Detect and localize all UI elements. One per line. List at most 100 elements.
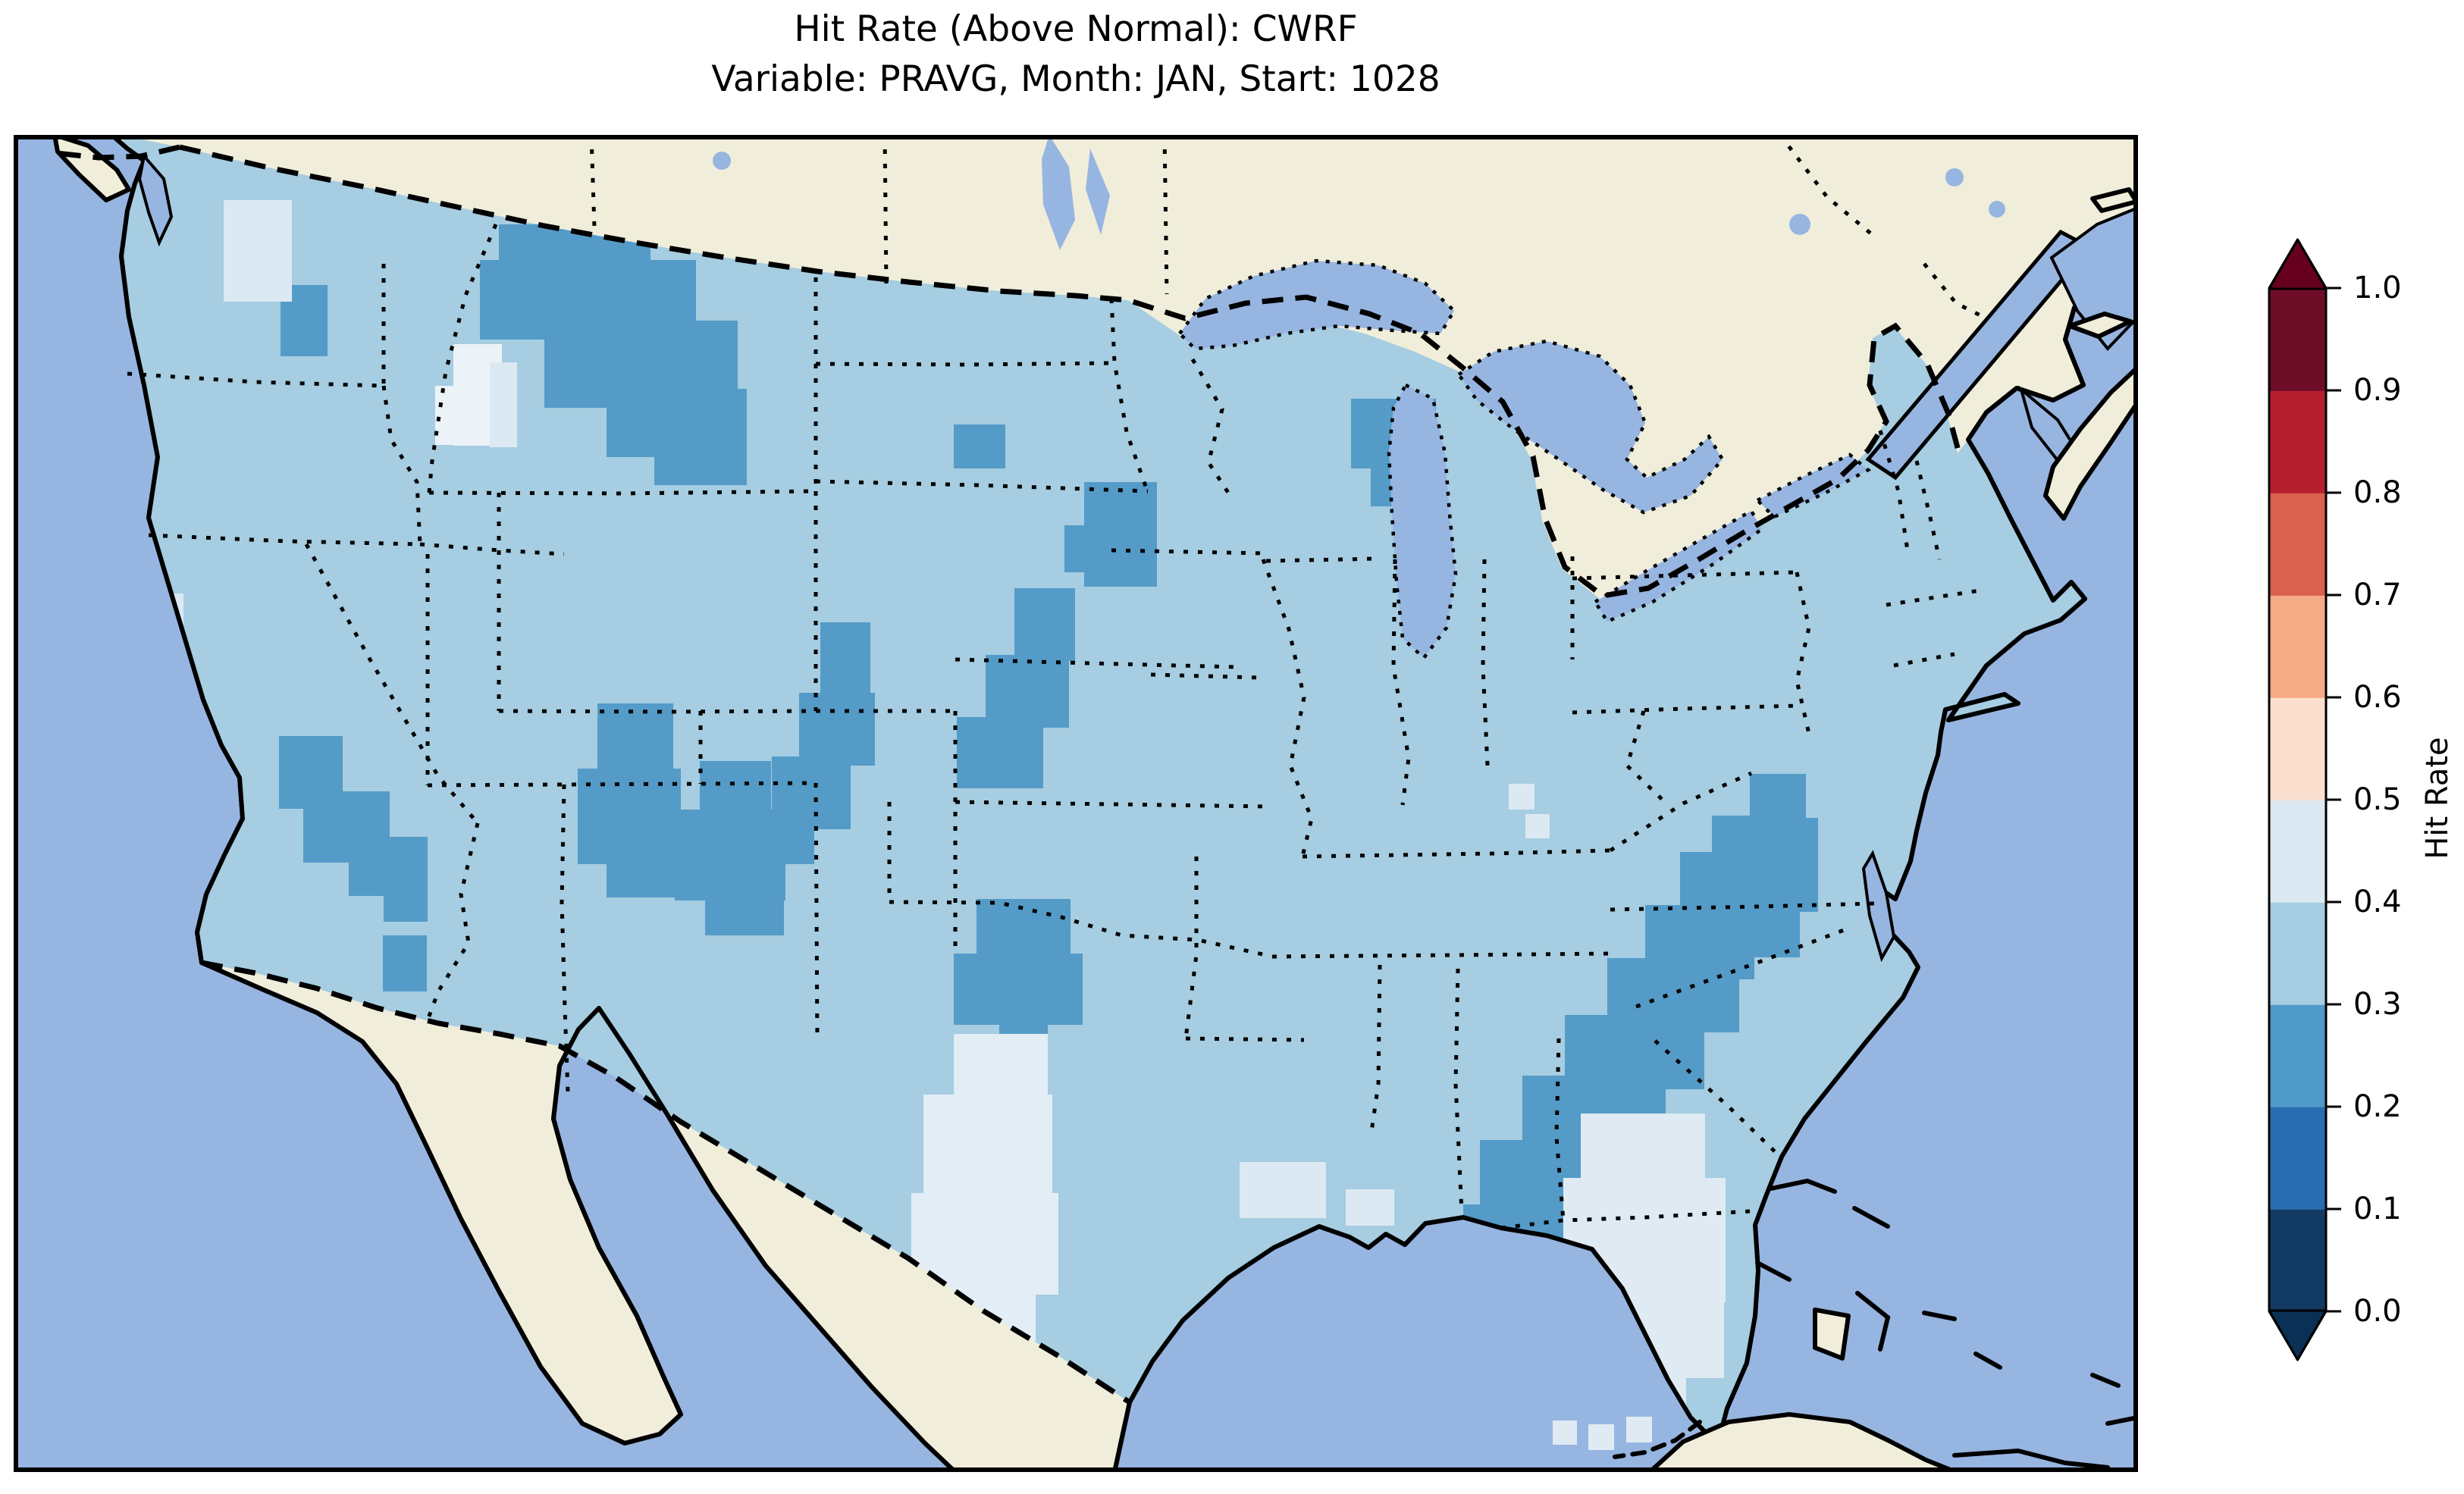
patch-cell (1766, 818, 1818, 912)
colorbar-segment-0.8-0.9 (2269, 390, 2326, 493)
state-border-line (1185, 1036, 1305, 1042)
us-canada-border (179, 144, 1962, 599)
colorbar-segment-0.1-0.2 (2269, 1107, 2326, 1210)
colorbar-tick-label: 0.0 (2353, 1294, 2402, 1329)
patch-cell (1588, 1424, 1614, 1450)
state-border-line (1554, 1038, 1566, 1221)
bahamas-chain (1852, 1206, 1890, 1229)
patch-cell (954, 954, 1083, 1025)
us-hit-rate-map (14, 135, 2138, 1472)
patch-central-minnesota-low (1064, 482, 1157, 587)
bahamas-chain (1922, 1311, 1957, 1321)
patch-cell (1084, 482, 1157, 587)
figure-title: Hit Rate (Above Normal): CWRF Variable: … (14, 5, 2138, 105)
patch-cell (490, 362, 517, 447)
turks-caicos (2090, 1373, 2121, 1388)
province-border-line (882, 135, 889, 286)
patch-cell (799, 693, 875, 766)
state-border-line (428, 489, 817, 496)
patch-cell (1744, 901, 1800, 957)
state-border-line (1914, 460, 1942, 560)
patch-cell (751, 820, 814, 864)
colorbar-arrow-under (2268, 1309, 2328, 1361)
gulf-of-st-lawrence (2049, 205, 2138, 352)
patch-cell (772, 756, 851, 829)
us-mexico-border (201, 960, 1131, 1405)
state-border-line (955, 800, 1267, 809)
patch-cell (977, 899, 1071, 961)
patch-louisiana-coast-high (1240, 1162, 1394, 1226)
state-border-line (148, 533, 421, 547)
patch-ohio-specks-high (1509, 784, 1550, 838)
patch-cell (607, 852, 682, 897)
bahamas-chain (1755, 1261, 1792, 1282)
patch-central-colorado-low (675, 761, 785, 935)
state-border-line (1265, 556, 1379, 563)
colorbar-segments (2269, 288, 2326, 1312)
patch-east-colorado-low (751, 622, 875, 864)
state-border-line (1302, 848, 1611, 859)
lake-winnipeg (1042, 135, 1075, 250)
province-border-line (1162, 135, 1169, 295)
state-border-line (889, 900, 1267, 957)
state-border-line (1609, 771, 1753, 853)
colorbar-segment-0.4-0.5 (2269, 800, 2326, 903)
state-border-line (1368, 964, 1382, 1138)
great-lakes (1177, 258, 1872, 661)
chesapeake-bay (1861, 850, 1896, 963)
state-border-line (1572, 703, 1799, 715)
patch-cell (986, 655, 1069, 728)
colorbar-arrow-over (2268, 238, 2328, 290)
patch-cell (384, 878, 428, 922)
patch-carolina-coast-low (1744, 774, 1818, 957)
patch-cell (820, 622, 870, 695)
patch-cell (1509, 784, 1535, 810)
canada-lake (1989, 201, 2005, 218)
colorbar-ticks: 1.0 0.9 0.8 0.7 0.6 0.5 0.4 0.3 0.2 0.1 0.0 (2326, 271, 2402, 1329)
lake-michigan (1387, 383, 1458, 661)
patch-cell (700, 761, 771, 816)
colorbar-tick-label: 1.0 (2353, 271, 2402, 305)
nova-scotia (2043, 366, 2138, 521)
lake-ontario (1754, 453, 1872, 519)
patch-cell (1014, 588, 1075, 661)
state-border-line (815, 361, 1112, 367)
map-panel (14, 135, 2138, 1472)
colorbar-segment-0.3-0.4 (2269, 902, 2326, 1005)
state-border-line (427, 781, 817, 788)
us-canada-border-strait (55, 144, 180, 161)
colorbar-tick-label: 0.1 (2353, 1192, 2402, 1226)
bahamas-chain (1769, 1178, 1837, 1194)
canada-lake (713, 152, 731, 170)
state-border-line (1453, 968, 1464, 1214)
colorbar-segment-0.0-0.1 (2269, 1209, 2326, 1312)
canada-lake (1789, 214, 1810, 235)
province-border-line (589, 135, 597, 228)
state-border-line (1654, 1039, 1783, 1160)
patch-cell (923, 1095, 1052, 1204)
state-border-line (1481, 559, 1490, 766)
lake-erie (1592, 508, 1764, 624)
colorbar-tick-label: 0.5 (2353, 782, 2402, 817)
canada-lake (1945, 168, 1964, 186)
colorbar-tick-label: 0.4 (2353, 885, 2402, 919)
state-borders (127, 135, 1988, 1230)
bahamas-chain (1855, 1291, 1891, 1351)
patch-cell (1750, 774, 1806, 822)
colorbar-segment-0.5-0.6 (2269, 697, 2326, 800)
colorbar-segment-0.2-0.3 (2269, 1004, 2326, 1107)
state-border-line (560, 784, 570, 1092)
colorbar-tick-label: 0.7 (2353, 578, 2402, 612)
patch-wyoming-nebraska-nub-low (954, 424, 1005, 468)
colorbar-tick-label: 0.3 (2353, 987, 2402, 1022)
state-border-line (815, 479, 1149, 493)
patch-puget-sound-high (224, 200, 292, 302)
map-frame (14, 135, 2138, 1472)
figure-title-line1: Hit Rate (Above Normal): CWRF (794, 8, 1358, 50)
colorbar-tick-label: 0.8 (2353, 475, 2402, 510)
colorbar-segment-0.7-0.8 (2269, 493, 2326, 596)
state-border-line (955, 657, 1237, 669)
state-border-line (1183, 857, 1199, 1039)
puget-sound (137, 152, 174, 247)
andros-island (1813, 1308, 1851, 1361)
